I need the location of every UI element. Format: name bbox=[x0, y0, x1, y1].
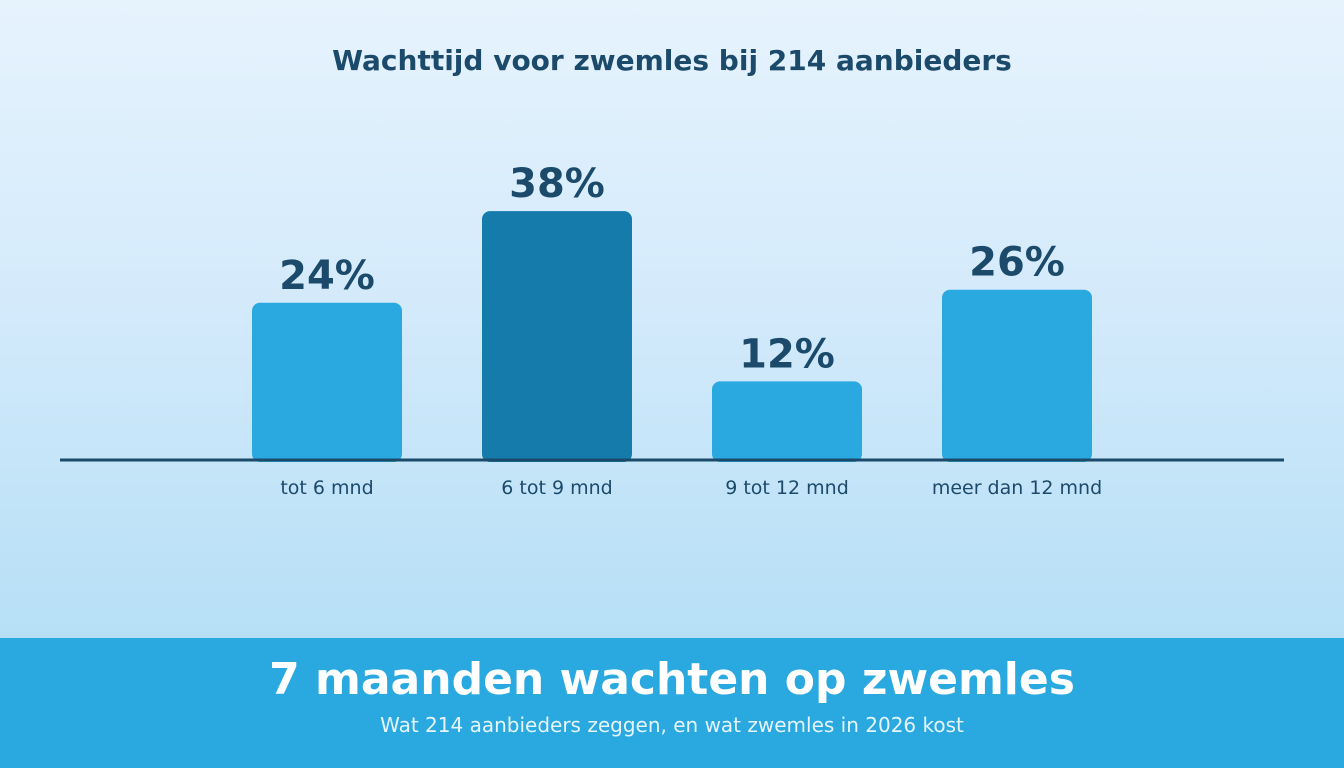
category-labels-group: tot 6 mnd 6 tot 9 mnd 9 tot 12 mnd meer dan… bbox=[280, 477, 1102, 499]
value-label-9-tot-12-mnd: 12% bbox=[739, 331, 835, 377]
value-label-tot-6-mnd: 24% bbox=[279, 253, 375, 299]
bar-6-tot-9-mnd bbox=[482, 211, 632, 462]
category-label-meer-dan-12-mnd: meer dan 12 mnd bbox=[932, 477, 1102, 499]
value-label-6-tot-9-mnd: 38% bbox=[509, 161, 605, 207]
banner-subtitle: Wat 214 aanbieders zeggen, en wat zwemle… bbox=[380, 713, 964, 737]
category-label-tot-6-mnd: tot 6 mnd bbox=[280, 477, 373, 499]
banner-title: 7 maanden wachten op zwemles bbox=[269, 654, 1075, 705]
bars-group bbox=[252, 211, 1092, 462]
bar-chart: 24% 38% 12% 26% tot 6 mnd 6 tot 9 mnd 9 tot 1… bbox=[60, 161, 1284, 499]
bar-meer-dan-12-mnd bbox=[942, 289, 1092, 462]
category-label-6-tot-9-mnd: 6 tot 9 mnd bbox=[501, 477, 612, 499]
value-labels-group: 24% 38% 12% 26% bbox=[279, 161, 1065, 377]
summary-banner bbox=[0, 638, 1344, 768]
bar-tot-6-mnd bbox=[252, 302, 402, 462]
value-label-meer-dan-12-mnd: 26% bbox=[969, 240, 1065, 286]
category-label-9-tot-12-mnd: 9 tot 12 mnd bbox=[725, 477, 849, 499]
chart-title: Wachttijd voor zwemles bij 214 aanbieder… bbox=[332, 44, 1012, 77]
bar-9-tot-12-mnd bbox=[712, 381, 862, 462]
